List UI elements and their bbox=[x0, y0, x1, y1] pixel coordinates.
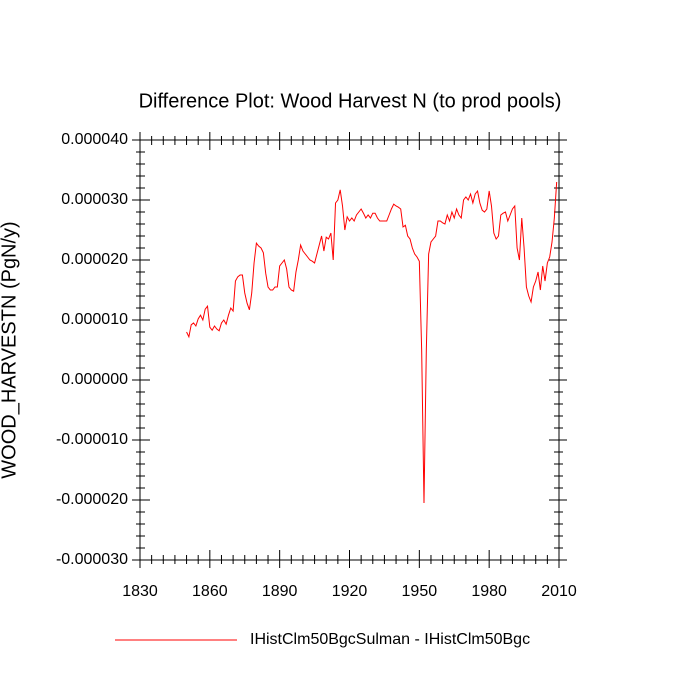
x-tick-label: 2010 bbox=[541, 583, 577, 600]
y-tick-label: -0.000030 bbox=[56, 551, 128, 568]
y-axis-label: WOOD_HARVESTN (PgN/y) bbox=[0, 221, 20, 478]
y-tick-label: -0.000010 bbox=[56, 431, 128, 448]
y-tick-label: -0.000020 bbox=[56, 491, 128, 508]
y-tick-label: 0.000000 bbox=[61, 371, 128, 388]
legend-label: IHistClm50BgcSulman - IHistClm50Bgc bbox=[250, 631, 530, 648]
x-tick-label: 1830 bbox=[122, 583, 158, 600]
chart-title: Difference Plot: Wood Harvest N (to prod… bbox=[139, 90, 562, 112]
x-tick-label: 1860 bbox=[192, 583, 228, 600]
x-tick-label: 1980 bbox=[471, 583, 507, 600]
x-tick-label: 1920 bbox=[332, 583, 368, 600]
x-tick-label: 1890 bbox=[262, 583, 298, 600]
data-line bbox=[186, 181, 558, 504]
y-tick-label: 0.000020 bbox=[61, 251, 128, 268]
y-tick-label: 0.000030 bbox=[61, 191, 128, 208]
x-tick-label: 1950 bbox=[402, 583, 438, 600]
plot-frame bbox=[139, 139, 560, 561]
y-tick-label: 0.000010 bbox=[61, 311, 128, 328]
y-tick-label: 0.000040 bbox=[61, 131, 128, 148]
